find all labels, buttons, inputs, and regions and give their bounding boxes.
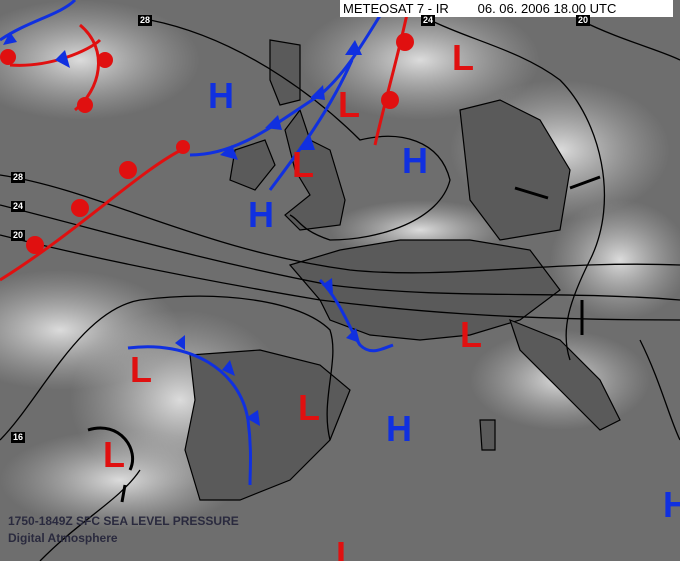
low-pressure-marker: L xyxy=(460,314,482,355)
warm-front xyxy=(373,0,412,146)
low-pressure-marker: L xyxy=(452,37,474,78)
isobar-label: 20 xyxy=(576,15,591,26)
high-pressure-marker: H xyxy=(402,140,428,181)
low-pressure-marker: L xyxy=(336,534,358,561)
isobar-label: 28 xyxy=(11,172,26,183)
credit-label: Digital Atmosphere xyxy=(8,531,118,545)
low-pressure-marker: L xyxy=(338,84,360,125)
satellite-name: METEOSAT 7 - IR xyxy=(343,1,449,16)
high-pressure-marker: H xyxy=(663,484,680,525)
low-pressure-marker: L xyxy=(292,144,314,185)
isobar-label: 24 xyxy=(11,201,26,212)
cold-front xyxy=(318,278,394,353)
trough xyxy=(87,426,135,503)
low-pressure-marker: L xyxy=(298,387,320,428)
warm-front-symbols xyxy=(0,33,414,254)
cold-front xyxy=(268,59,354,191)
high-pressure-marker: H xyxy=(386,408,412,449)
high-pressure-marker: H xyxy=(208,75,234,116)
map-header: METEOSAT 7 - IR 06. 06. 2006 18.00 UTC xyxy=(340,0,673,17)
product-label: 1750-1849Z SFC SEA LEVEL PRESSURE xyxy=(8,514,239,528)
cold-front xyxy=(127,345,252,486)
trough xyxy=(514,175,601,335)
low-pressure-marker: L xyxy=(130,349,152,390)
isobar-label: 28 xyxy=(138,15,153,26)
low-pressure-marker: L xyxy=(103,434,125,475)
isobar-label: 16 xyxy=(11,432,26,443)
high-pressure-marker: H xyxy=(248,194,274,235)
isobar-label: 20 xyxy=(11,230,26,241)
cold-front-symbols xyxy=(3,32,362,426)
datetime: 06. 06. 2006 18.00 UTC xyxy=(477,1,617,16)
warm-front xyxy=(0,146,186,282)
isobar-label: 24 xyxy=(421,15,436,26)
